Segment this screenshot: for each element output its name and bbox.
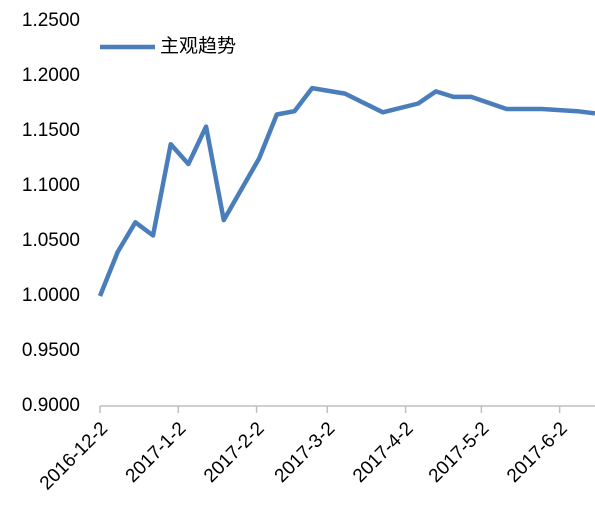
x-tick-label: 2017-5-2 <box>425 418 494 487</box>
y-tick-label: 1.0500 <box>22 230 80 251</box>
y-tick-label: 0.9500 <box>22 340 80 361</box>
line <box>97 85 595 297</box>
y-tick-label: 1.2000 <box>22 65 80 86</box>
y-tick-label: 0.9000 <box>22 395 80 416</box>
x-tick-label: 2016-12-2 <box>36 418 112 494</box>
y-tick-label: 1.2500 <box>22 10 80 31</box>
x-tick-label: 2017-6-2 <box>503 418 572 487</box>
x-tick-label: 2017-1-2 <box>122 418 191 487</box>
legend-label: 主观趋势 <box>160 35 236 57</box>
x-tick-label: 2017-2-2 <box>200 418 269 487</box>
x-tick-label: 2017-4-2 <box>349 418 418 487</box>
y-tick-label: 1.1000 <box>22 175 80 196</box>
y-tick-label: 1.0000 <box>22 285 80 306</box>
y-tick-label: 1.1500 <box>22 120 80 141</box>
x-tick-label: 2017-3-2 <box>271 418 340 487</box>
